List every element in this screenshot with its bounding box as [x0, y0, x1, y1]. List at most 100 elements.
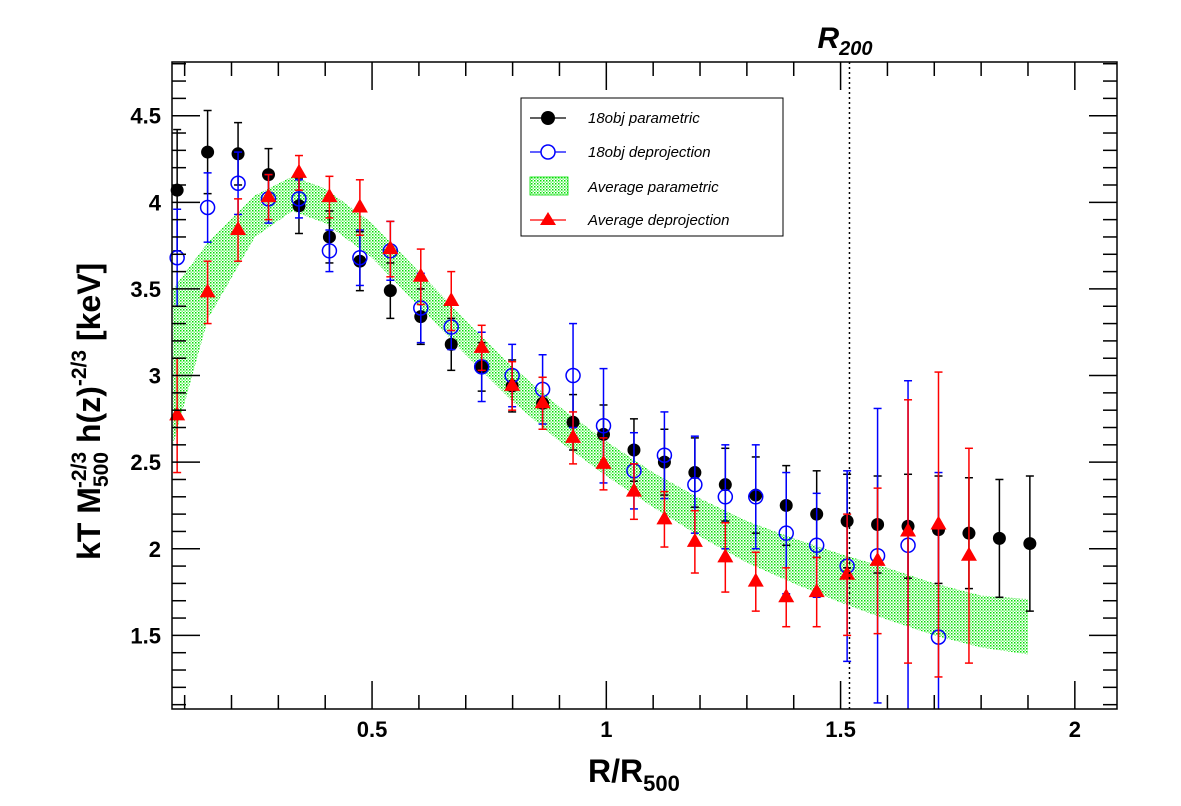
avg-deprojection-point — [260, 173, 277, 221]
y-axis-title-sub1: 500 — [90, 452, 113, 487]
plot-frame — [171, 61, 1118, 710]
avg-deprojection-point — [443, 270, 460, 332]
avg-deprojection-marker — [230, 221, 247, 236]
avg-deprojection-point — [900, 399, 917, 664]
parametric-marker — [1023, 537, 1037, 551]
average-parametric-band — [172, 176, 1028, 655]
avg-deprojection-point — [504, 360, 521, 411]
legend-marker-deprojection — [540, 144, 556, 160]
legend-marker-band — [529, 176, 569, 196]
avg-deprojection-point — [839, 513, 856, 637]
avg-deprojection-marker — [625, 482, 642, 497]
parametric-point — [1023, 475, 1037, 612]
y-axis-title-part3: [keV] — [71, 263, 107, 350]
avg-deprojection-marker — [839, 565, 856, 580]
avg-deprojection-marker — [351, 198, 368, 213]
deprojection-marker — [595, 418, 612, 434]
avg-deprojection-point — [930, 371, 947, 678]
x-tick-label: 0.5 — [357, 717, 388, 742]
avg-deprojection-marker — [717, 548, 734, 563]
avg-deprojection-marker — [808, 583, 825, 598]
avg-deprojection-point — [321, 175, 338, 219]
avg-deprojection-marker — [656, 510, 673, 525]
x-tick-label: 1 — [600, 717, 612, 742]
deprojection-marker — [717, 489, 734, 505]
y-axis-title: kT M500-2/3 h(z)-2/3 [keV] — [68, 263, 113, 560]
avg-deprojection-marker — [900, 522, 917, 537]
avg-deprojection-point — [656, 490, 673, 548]
avg-deprojection-point — [382, 220, 399, 278]
avg-deprojection-point — [412, 248, 429, 306]
parametric-marker — [383, 284, 397, 298]
deprojection-marker — [199, 199, 216, 216]
avg-deprojection-marker — [747, 572, 764, 587]
legend-label-parametric: 18obj parametric — [588, 110, 700, 127]
x-axis-title: R/R500 — [588, 753, 680, 796]
avg-deprojection-marker — [869, 551, 886, 566]
avg-deprojection-point — [351, 179, 368, 236]
y-tick-label: 1.5 — [130, 623, 161, 648]
deprojection-marker — [352, 249, 368, 266]
avg-deprojection-point — [473, 324, 490, 372]
y-axis-title-sup2: -2/3 — [68, 350, 91, 386]
r200-label-sub: 200 — [838, 38, 872, 60]
deprojection-point — [656, 411, 673, 500]
x-axis-title-main: R/R — [588, 753, 643, 789]
avg-deprojection-marker — [199, 283, 216, 298]
ticks-layer: 0.5 1 1.5 2 1.5 2 2.5 3 3.5 4 4.5 — [130, 62, 1117, 742]
legend-marker-parametric — [541, 111, 555, 125]
y-axis-title-part1: kT M — [71, 487, 107, 560]
x-tick-label: 2 — [1069, 717, 1081, 742]
avg-deprojection-marker — [382, 240, 399, 255]
deprojection-marker — [230, 175, 246, 192]
avg-deprojection-point — [808, 556, 825, 628]
avg-deprojection-marker — [595, 454, 612, 469]
legend-label-deprojection: 18obj deprojection — [588, 144, 711, 161]
y-tick-label: 3 — [149, 364, 161, 389]
legend-marker-avg-deprojection — [540, 212, 556, 225]
x-axis-title-sub: 500 — [643, 771, 680, 796]
deprojection-marker — [169, 249, 185, 266]
avg-deprojection-marker — [778, 588, 795, 603]
avg-deprojection-point — [778, 567, 795, 628]
legend-label-avg-deprojection: Average deprojection — [587, 212, 730, 229]
avg-deprojection-point — [625, 463, 642, 521]
avg-deprojection-marker — [473, 338, 490, 353]
deprojection-marker — [687, 476, 703, 493]
deprojection-point — [321, 229, 338, 273]
deprojection-marker — [656, 447, 673, 463]
avg-deprojection-point — [686, 509, 703, 574]
avg-deprojection-point — [960, 447, 977, 664]
y-axis-title-sup1: -2/3 — [68, 452, 91, 488]
deprojection-point — [199, 172, 216, 243]
y-axis-title-part2: h(z) — [71, 386, 107, 452]
avg-deprojection-marker — [321, 188, 338, 203]
deprojection-point — [748, 444, 764, 550]
legend: 18obj parametric 18obj deprojection Aver… — [520, 97, 784, 237]
avg-deprojection-point — [230, 198, 247, 262]
avg-deprojection-marker — [412, 267, 429, 282]
avg-deprojection-marker — [686, 532, 703, 547]
avg-deprojection-marker — [443, 292, 460, 307]
deprojection-marker — [321, 243, 338, 259]
deprojection-marker — [808, 537, 825, 554]
avg-deprojection-point — [747, 551, 764, 612]
r200-label-main: R — [817, 22, 839, 55]
avg-deprojection-point — [595, 437, 612, 491]
band-layer — [172, 176, 1028, 655]
r200-label: R200 — [817, 22, 872, 60]
deprojection-marker — [565, 367, 581, 384]
y-tick-label: 2 — [149, 537, 161, 562]
avg-deprojection-point — [717, 522, 734, 593]
parametric-marker — [201, 145, 215, 159]
legend-box — [520, 97, 784, 237]
parametric-marker — [170, 183, 184, 197]
avg-deprojection-point — [290, 154, 307, 191]
avg-deprojection-point — [534, 376, 551, 430]
legend-label-band: Average parametric — [587, 179, 719, 196]
parametric-point — [992, 478, 1006, 599]
avg-deprojection-marker — [169, 406, 186, 421]
deprojection-marker — [748, 489, 764, 505]
avg-deprojection-point — [869, 487, 886, 635]
